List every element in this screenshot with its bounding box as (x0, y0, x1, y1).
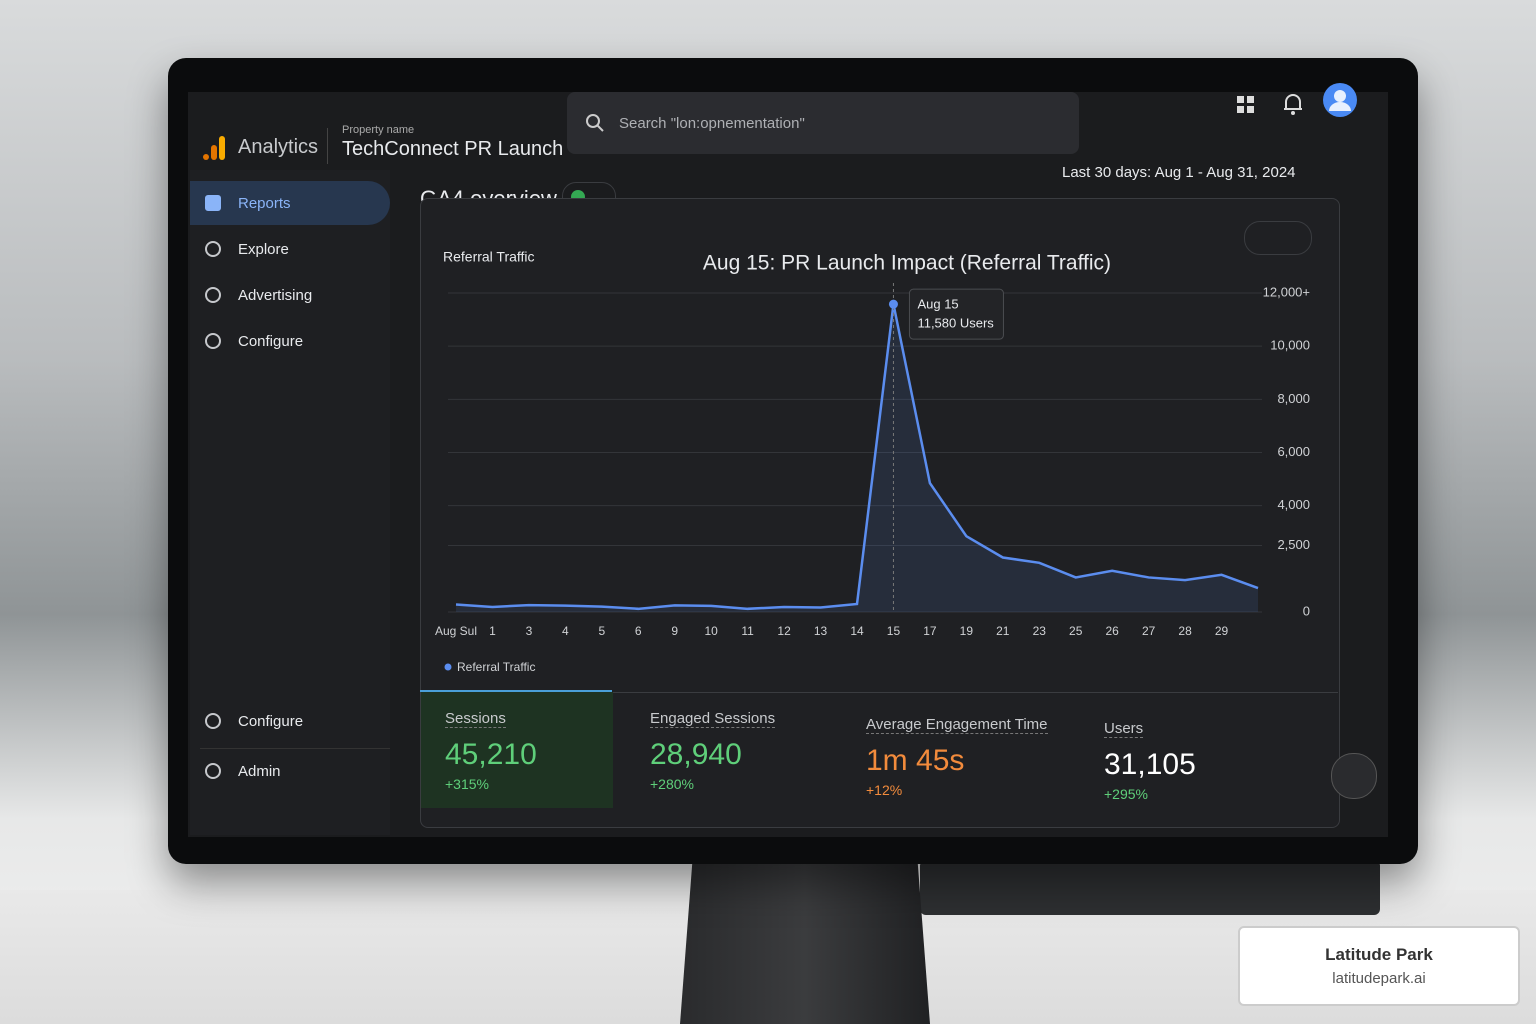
metric-label: Sessions (445, 710, 506, 728)
badge: Latitude Park latitudepark.ai (1238, 926, 1520, 1006)
monitor-stand (680, 860, 930, 1024)
y-tick-label: 0 (1303, 603, 1310, 618)
apps-icon[interactable] (1236, 95, 1256, 115)
x-tick-label: 28 (1178, 624, 1192, 638)
sidebar (190, 170, 390, 835)
x-tick-label: 4 (562, 624, 569, 638)
x-tick-label: 5 (598, 624, 605, 638)
metric[interactable]: Sessions 45,210 +315% (421, 692, 613, 808)
x-tick-label: 29 (1215, 624, 1229, 638)
nav-item[interactable]: Configure (190, 699, 390, 743)
y-tick-label: 12,000+ (1263, 284, 1310, 299)
x-tick-label: 19 (960, 624, 974, 638)
nav-item[interactable]: Configure (190, 319, 390, 363)
search-placeholder: Search "lon:opnementation" (619, 114, 805, 132)
metric-value: 31,105 (1104, 748, 1196, 781)
x-tick-label: 11 (741, 624, 754, 638)
x-tick-label: 13 (814, 624, 828, 638)
date-range[interactable]: Last 30 days: Aug 1 - Aug 31, 2024 (1062, 164, 1296, 181)
metric-label: Average Engagement Time (866, 716, 1048, 734)
metric-change: +12% (866, 782, 903, 798)
nav-item[interactable]: Reports (190, 181, 390, 225)
metric-label: Users (1104, 720, 1144, 738)
search-box[interactable]: Search "lon:opnementation" (567, 92, 1079, 154)
analytics-logo (203, 136, 225, 162)
notifications-icon[interactable] (1282, 92, 1304, 116)
point (888, 299, 898, 309)
x-tick-label: 21 (996, 624, 1010, 638)
y-tick-label: 8,000 (1277, 391, 1310, 406)
divider (420, 692, 1338, 693)
nav-label: Advertising (238, 286, 313, 304)
brand: Analytics (238, 136, 319, 158)
x-tick-label: 14 (850, 624, 864, 638)
active-tab-indicator (420, 690, 612, 693)
nav-label: Admin (238, 762, 281, 780)
metric-change: +280% (650, 776, 694, 792)
x-tick-label: 12 (777, 624, 791, 638)
nav-label: Reports (238, 194, 291, 212)
metric[interactable]: Average Engagement Time 1m 45s +12% (842, 698, 1082, 814)
x-tick-label: 25 (1069, 624, 1083, 638)
x-tick-label: 26 (1106, 624, 1120, 638)
metric-change: +315% (445, 776, 489, 792)
badge-name: Latitude Park (1325, 945, 1433, 964)
property-name[interactable]: TechConnect PR Launch (342, 138, 564, 160)
chart-options[interactable] (1244, 221, 1312, 255)
chart-title: Aug 15: PR Launch Impact (Referral Traff… (703, 252, 1111, 275)
legend-marker (444, 663, 452, 671)
feedback-button[interactable] (1331, 753, 1377, 799)
area (456, 304, 1258, 612)
badge-url: latitudepark.ai (1332, 970, 1426, 987)
nav-label: Configure (238, 332, 304, 350)
tooltip (908, 288, 1004, 340)
tooltip-title: Aug 15 (917, 297, 958, 312)
legend-label: Referral Traffic (457, 660, 535, 674)
x-tick-label: 17 (923, 624, 937, 638)
y-tick-label: 6,000 (1277, 444, 1310, 459)
chart-label: Referral Traffic (443, 249, 535, 265)
x-tick-label: 9 (671, 624, 678, 638)
nav-item[interactable]: Explore (190, 227, 390, 271)
avatar[interactable] (1322, 82, 1358, 118)
x-tick-label: 15 (887, 624, 901, 638)
nav-label: Explore (238, 240, 289, 258)
x-tick-label: 10 (705, 624, 719, 638)
metric-value: 45,210 (445, 738, 537, 771)
x-tick-label: 27 (1142, 624, 1156, 638)
nav-label: Configure (238, 712, 304, 730)
x-tick-label: 23 (1033, 624, 1047, 638)
x-tick-label: 3 (526, 624, 533, 638)
divider (327, 128, 328, 164)
line (455, 303, 1259, 611)
nav-item[interactable]: Admin (190, 749, 390, 793)
y-tick-label: 10,000 (1270, 338, 1310, 353)
search-icon (586, 114, 604, 132)
x-tick-label: 6 (635, 624, 642, 638)
nav-item[interactable]: Advertising (190, 273, 390, 317)
tooltip-text: 11,580 Users (917, 316, 994, 331)
metric[interactable]: Users 31,105 +295% (1080, 702, 1280, 818)
metric-label: Engaged Sessions (650, 710, 776, 728)
divider (200, 748, 390, 749)
metric-value: 28,940 (650, 738, 742, 771)
y-tick-label: 2,500 (1277, 537, 1310, 552)
property-label: Property name (342, 124, 415, 136)
metric[interactable]: Engaged Sessions 28,940 +280% (626, 692, 846, 808)
metric-change: +295% (1104, 786, 1148, 802)
x-tick-label: 1 (489, 624, 496, 638)
x-tick-label: Aug Sul (435, 624, 477, 638)
y-tick-label: 4,000 (1277, 497, 1310, 512)
keyboard (920, 860, 1380, 915)
metric-value: 1m 45s (866, 744, 965, 777)
